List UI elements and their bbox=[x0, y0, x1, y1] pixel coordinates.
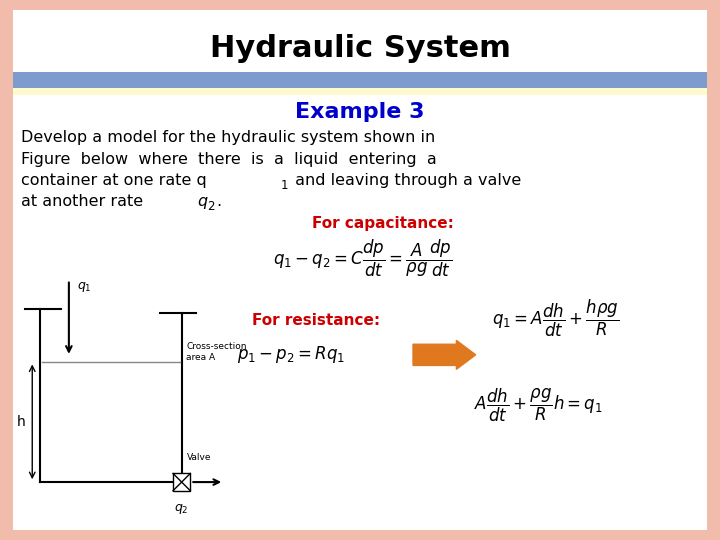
Text: For capacitance:: For capacitance: bbox=[312, 216, 454, 231]
Text: 1: 1 bbox=[281, 179, 289, 192]
Text: .: . bbox=[217, 194, 222, 209]
Text: $A\dfrac{dh}{dt} + \dfrac{\rho g}{R}h = q_1$: $A\dfrac{dh}{dt} + \dfrac{\rho g}{R}h = … bbox=[474, 386, 603, 423]
Text: $q_1$: $q_1$ bbox=[76, 280, 91, 294]
Bar bbox=[13, 72, 707, 88]
Text: 2: 2 bbox=[207, 200, 215, 213]
Text: For resistance:: For resistance: bbox=[252, 313, 380, 328]
Text: $p_1 - p_2 = Rq_1$: $p_1 - p_2 = Rq_1$ bbox=[237, 345, 345, 366]
Text: Cross-section
area A: Cross-section area A bbox=[186, 342, 247, 362]
Bar bbox=[173, 474, 190, 491]
Text: Develop a model for the hydraulic system shown in: Develop a model for the hydraulic system… bbox=[21, 131, 435, 145]
Text: Example 3: Example 3 bbox=[295, 102, 425, 122]
Text: Valve: Valve bbox=[186, 454, 211, 462]
FancyArrow shape bbox=[413, 340, 476, 369]
Text: and leaving through a valve: and leaving through a valve bbox=[289, 173, 521, 188]
Bar bbox=[13, 88, 707, 94]
Text: $q_1 - q_2 = C\dfrac{dp}{dt} = \dfrac{A}{\rho g}\dfrac{dp}{dt}$: $q_1 - q_2 = C\dfrac{dp}{dt} = \dfrac{A}… bbox=[273, 238, 452, 279]
Text: container at one rate q: container at one rate q bbox=[21, 173, 207, 188]
Text: $q_1 = A\dfrac{dh}{dt} + \dfrac{h\rho g}{R}$: $q_1 = A\dfrac{dh}{dt} + \dfrac{h\rho g}… bbox=[492, 298, 619, 339]
Text: at another rate: at another rate bbox=[21, 194, 148, 209]
Text: Hydraulic System: Hydraulic System bbox=[210, 34, 510, 63]
Text: q: q bbox=[197, 194, 207, 209]
Text: $q_2$: $q_2$ bbox=[174, 502, 189, 516]
Text: h: h bbox=[17, 415, 25, 429]
Text: Figure  below  where  there  is  a  liquid  entering  a: Figure below where there is a liquid ent… bbox=[21, 152, 436, 167]
